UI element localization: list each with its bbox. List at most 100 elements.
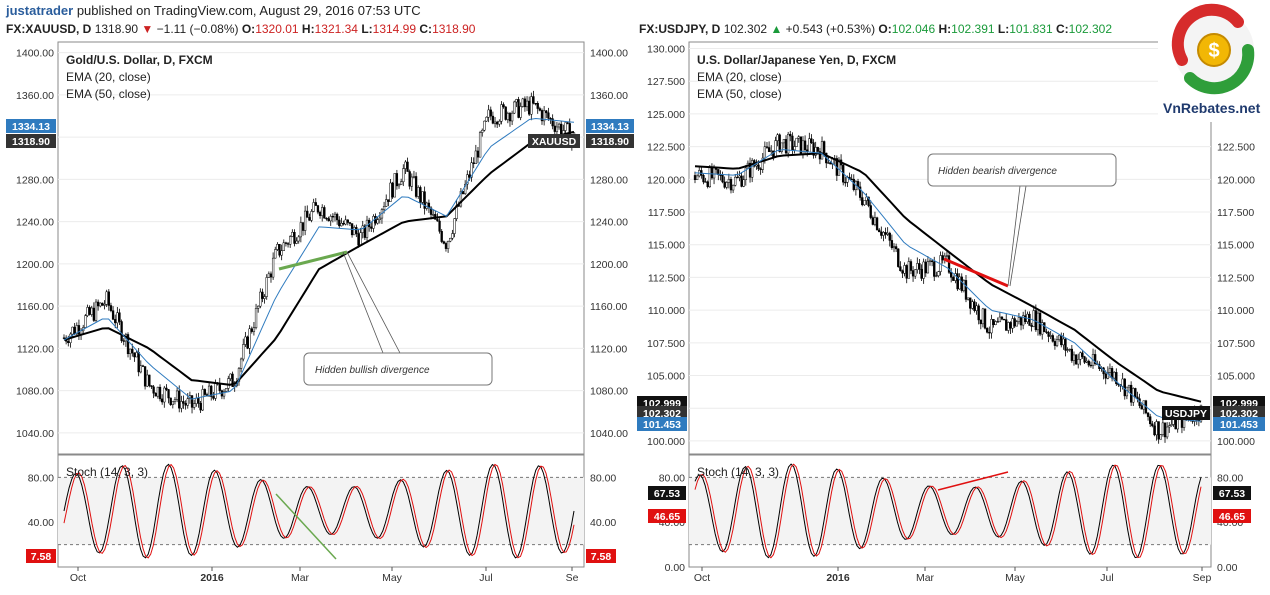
price-tick-label: 115.000	[1217, 240, 1254, 252]
vnrebates-logo[interactable]: $	[1158, 0, 1270, 122]
yen-stoch-d-tag-right: 46.65	[1213, 509, 1251, 523]
candle-body	[1066, 349, 1069, 351]
time-tick-label: Oct	[694, 572, 710, 584]
price-tick-label-left: 1160.00	[17, 301, 54, 313]
candle-body	[359, 232, 362, 246]
candle-body	[158, 386, 162, 400]
candle-body	[71, 326, 74, 335]
candle-body	[1064, 338, 1067, 351]
candle-body	[143, 366, 147, 387]
author-link[interactable]: justatrader	[6, 3, 74, 18]
svg-text:1318.90: 1318.90	[12, 136, 50, 148]
candle-body	[1079, 352, 1082, 360]
price-tick-label: 107.500	[1217, 338, 1255, 350]
candle-body	[464, 183, 467, 194]
candle-body	[107, 291, 110, 306]
candle-body	[410, 176, 413, 187]
stoch-tick-label: 80.00	[1217, 472, 1243, 484]
gold-symbol[interactable]: FX:XAUUSD, D	[6, 22, 92, 36]
candle-body	[483, 120, 486, 131]
candle-body	[829, 162, 832, 165]
candle-body	[782, 139, 786, 144]
yen-annotation-box[interactable]	[927, 153, 1117, 187]
svg-text:1334.13: 1334.13	[12, 121, 50, 133]
candle-body	[1034, 310, 1038, 331]
candle-body	[534, 102, 537, 105]
yen-open: 102.046	[891, 22, 936, 36]
gold-callout-line	[346, 251, 401, 354]
candle-body	[474, 150, 477, 164]
candle-body	[918, 263, 921, 270]
candle-body	[419, 187, 422, 203]
price-tick-label: 1040.00	[590, 428, 628, 440]
candle-body	[1028, 313, 1031, 326]
candle-body	[909, 261, 913, 271]
candle-body	[935, 275, 938, 277]
candle-body	[62, 337, 66, 339]
candle-body	[1060, 335, 1063, 346]
candle-body	[472, 162, 475, 164]
candle-body	[1089, 364, 1093, 367]
candle-body	[1011, 318, 1014, 329]
candle-body	[271, 257, 275, 278]
candle-body	[297, 236, 300, 242]
candle-body	[141, 365, 145, 367]
candle-body	[761, 157, 764, 170]
candle-body	[129, 348, 132, 355]
gold-annotation-box[interactable]	[303, 352, 493, 386]
candle-body	[797, 136, 800, 139]
candle-body	[365, 219, 369, 238]
candle-body	[865, 196, 868, 201]
gold-divergence-stoch-line	[275, 493, 337, 560]
gold-price-pane[interactable]	[57, 41, 585, 455]
candle-body	[214, 382, 217, 399]
candle-body	[346, 219, 349, 223]
svg-text:1318.90: 1318.90	[591, 136, 629, 148]
svg-text:101.453: 101.453	[643, 419, 681, 431]
logo-text: VnRebates.net	[1163, 100, 1261, 116]
candle-body	[167, 389, 170, 399]
candle-body	[186, 398, 189, 406]
candle-body	[312, 202, 315, 212]
candle-body	[973, 301, 976, 311]
candle-body	[513, 101, 516, 114]
svg-text:46.65: 46.65	[654, 511, 680, 523]
candle-body	[704, 181, 707, 183]
candle-body	[414, 176, 418, 197]
candle-body	[947, 255, 951, 273]
candle-body	[257, 305, 260, 309]
candle-body	[508, 113, 512, 122]
candle-body	[404, 161, 407, 169]
candle-body	[1045, 331, 1048, 333]
price-tick-label: 1240.00	[590, 217, 628, 229]
candle-body	[992, 319, 995, 325]
time-tick-label: Sep	[1193, 572, 1212, 584]
candle-body	[299, 222, 303, 238]
candle-body	[1024, 315, 1027, 323]
yen-symbol[interactable]: FX:USDJPY, D	[639, 22, 721, 36]
candle-body	[237, 368, 241, 382]
gold-last: 1318.90	[94, 22, 139, 36]
candle-body	[210, 385, 213, 397]
price-tick-label: 1280.00	[590, 174, 628, 186]
candle-body	[504, 106, 507, 120]
candle-body	[767, 147, 771, 152]
candle-body	[1007, 322, 1010, 331]
candle-body	[964, 280, 968, 300]
candle-body	[928, 260, 932, 263]
gold-stoch-tag-left: 7.58	[26, 549, 56, 563]
candle-body	[400, 181, 403, 185]
price-tick-label-left: 117.500	[648, 207, 685, 219]
candle-body	[498, 120, 501, 125]
candle-body	[1093, 354, 1097, 364]
yen-symbol-tag: USDJPY	[1162, 406, 1210, 420]
candle-body	[744, 167, 747, 180]
candle-body	[148, 374, 151, 386]
candle-body	[774, 140, 777, 158]
stoch-tick-label-left: 40.00	[28, 517, 54, 529]
candle-body	[348, 222, 352, 224]
yen-callout-line-2	[1009, 185, 1027, 287]
candle-body	[911, 270, 915, 277]
yen-last: 102.302	[723, 22, 768, 36]
